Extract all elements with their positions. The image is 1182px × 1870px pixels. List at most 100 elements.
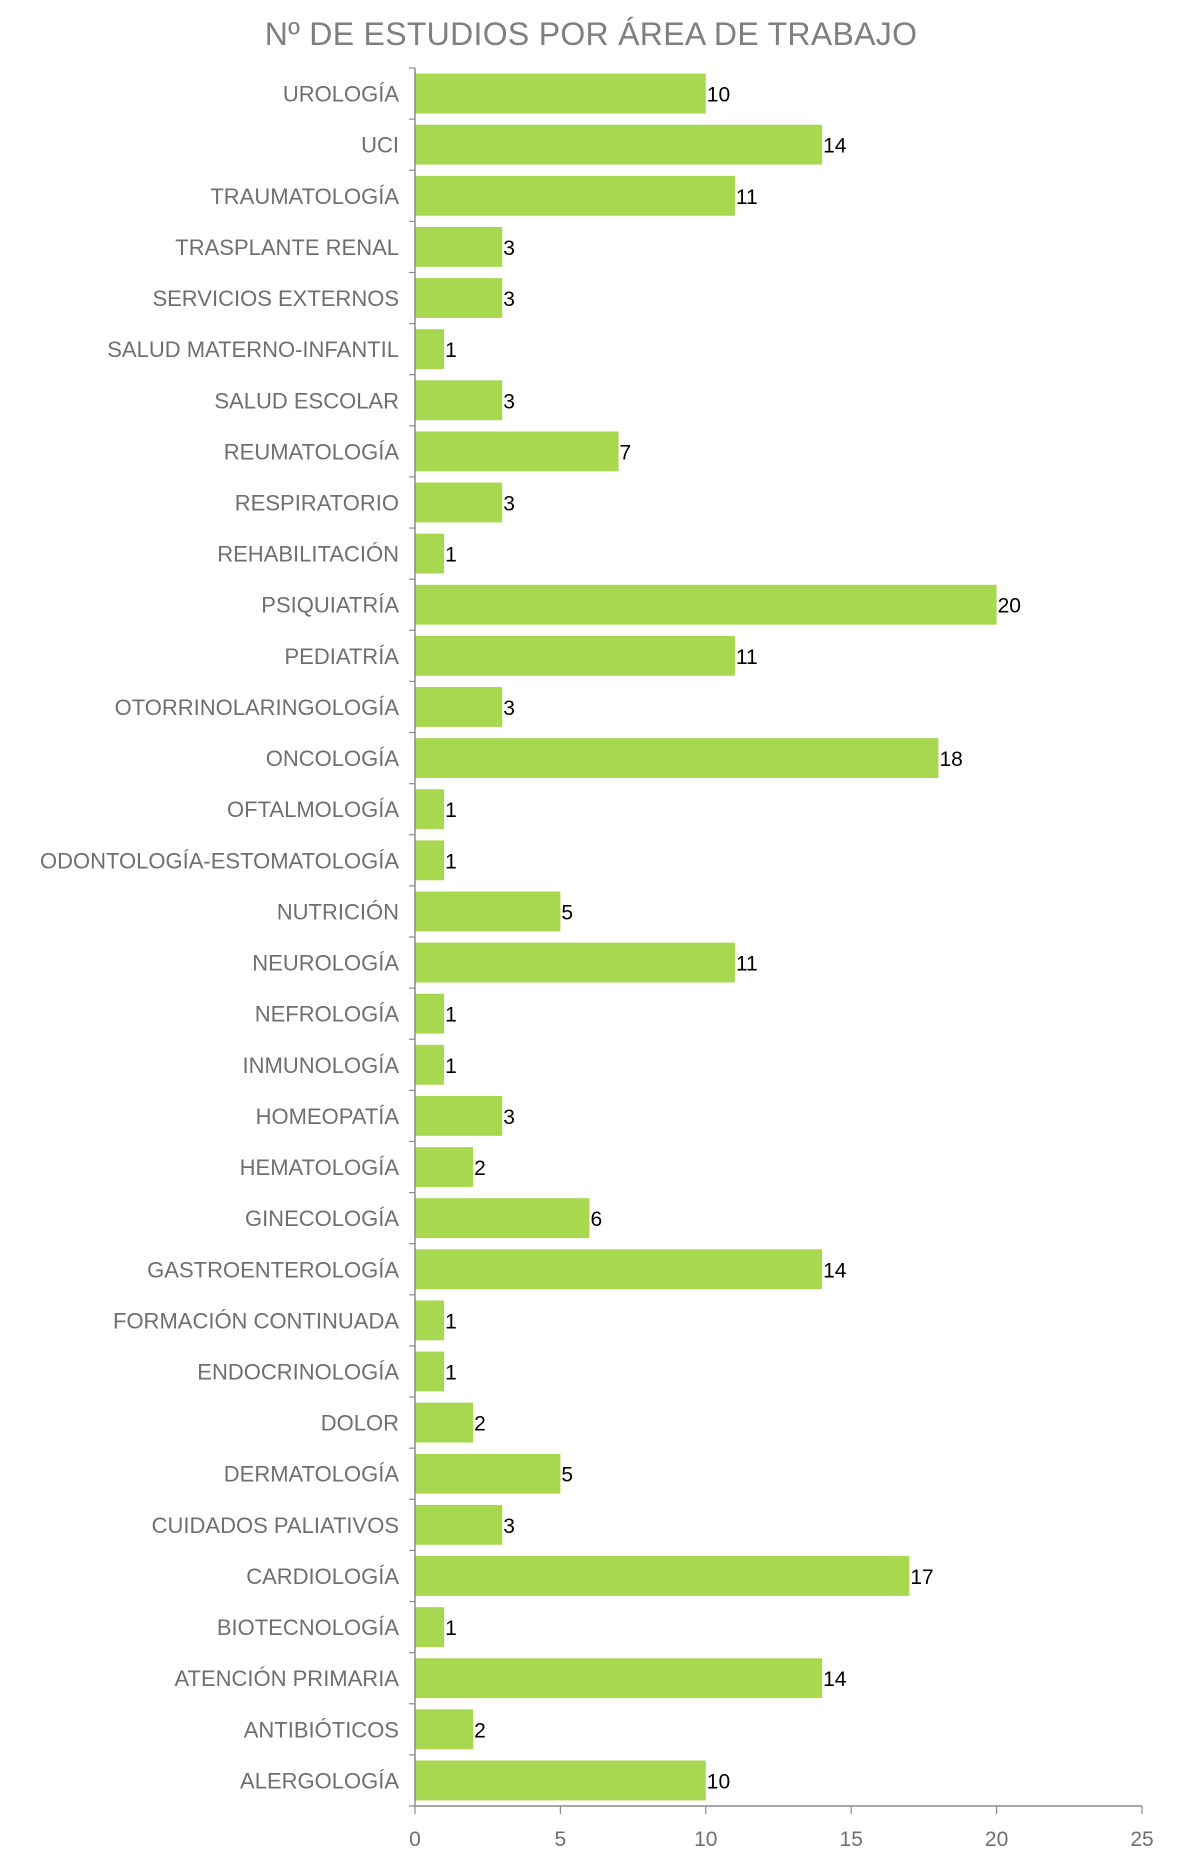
bar xyxy=(415,635,735,676)
category-label: UROLOGÍA xyxy=(283,82,399,107)
bar xyxy=(415,1147,474,1187)
data-label: 20 xyxy=(998,595,1021,618)
category-label: FORMACIÓN CONTINUADA xyxy=(113,1308,399,1333)
data-label: 11 xyxy=(736,646,758,669)
data-label: 1 xyxy=(445,1055,457,1078)
bar xyxy=(415,1760,706,1801)
data-label: 14 xyxy=(823,1259,847,1282)
data-label: 1 xyxy=(445,1310,457,1333)
chart-title: Nº DE ESTUDIOS POR ÁREA DE TRABAJO xyxy=(264,16,918,52)
bar xyxy=(415,431,619,472)
category-label: ONCOLOGÍA xyxy=(266,746,400,771)
data-label: 11 xyxy=(736,953,758,976)
bar xyxy=(415,1658,823,1699)
category-label: BIOTECNOLOGÍA xyxy=(217,1615,399,1640)
bar xyxy=(415,1402,474,1443)
data-label: 1 xyxy=(445,1004,457,1027)
bar xyxy=(415,687,503,727)
data-label: 7 xyxy=(620,441,632,464)
category-label: SALUD ESCOLAR xyxy=(214,388,399,413)
category-label: SERVICIOS EXTERNOS xyxy=(152,286,399,311)
data-label: 3 xyxy=(503,237,515,260)
x-tick-label: 0 xyxy=(409,1828,421,1851)
data-label: 10 xyxy=(707,84,730,107)
bar xyxy=(415,1607,445,1648)
category-label: HOMEOPATÍA xyxy=(256,1104,400,1129)
category-label: OFTALMOLOGÍA xyxy=(227,797,399,822)
bar xyxy=(415,73,706,114)
data-label: 14 xyxy=(823,135,847,158)
data-label: 3 xyxy=(503,288,515,311)
category-label: HEMATOLOGÍA xyxy=(240,1155,400,1180)
category-label: CUIDADOS PALIATIVOS xyxy=(152,1513,399,1538)
category-label: ALERGOLOGÍA xyxy=(240,1768,399,1793)
data-label: 14 xyxy=(823,1668,847,1691)
bar xyxy=(415,1198,590,1239)
category-label: ENDOCRINOLOGÍA xyxy=(197,1360,399,1385)
category-label: ANTIBIÓTICOS xyxy=(244,1717,399,1742)
bar xyxy=(415,482,503,523)
category-label: NEFROLOGÍA xyxy=(255,1002,400,1027)
bar xyxy=(415,993,445,1034)
bar xyxy=(415,1453,561,1494)
category-label: REHABILITACIÓN xyxy=(217,542,399,567)
data-label: 5 xyxy=(561,901,573,924)
category-label: INMUNOLOGÍA xyxy=(243,1053,400,1078)
category-label: NUTRICIÓN xyxy=(277,899,399,924)
data-label: 17 xyxy=(910,1566,933,1589)
bar xyxy=(415,1709,474,1750)
data-label: 1 xyxy=(445,544,457,567)
x-tick-label: 5 xyxy=(555,1828,567,1851)
data-label: 1 xyxy=(445,1617,457,1640)
category-label: PSIQUIATRÍA xyxy=(261,593,399,618)
category-label: ATENCIÓN PRIMARIA xyxy=(174,1666,399,1691)
category-label: GINECOLOGÍA xyxy=(245,1206,399,1231)
category-label: OTORRINOLARINGOLOGÍA xyxy=(115,695,400,720)
data-label: 3 xyxy=(503,697,515,720)
category-label: DOLOR xyxy=(321,1411,399,1436)
bar xyxy=(415,175,735,216)
bar xyxy=(415,1351,445,1392)
x-tick-label: 20 xyxy=(985,1828,1008,1851)
bar xyxy=(415,584,997,625)
category-label: DERMATOLOGÍA xyxy=(224,1462,400,1487)
bar xyxy=(415,1044,445,1085)
data-label: 2 xyxy=(474,1719,486,1742)
category-label: TRASPLANTE RENAL xyxy=(175,235,399,260)
data-label: 11 xyxy=(736,186,758,209)
bar xyxy=(415,533,445,574)
data-label: 10 xyxy=(707,1770,730,1793)
bar xyxy=(415,789,445,830)
data-label: 1 xyxy=(445,1362,457,1385)
category-label: GASTROENTEROLOGÍA xyxy=(147,1257,399,1282)
category-label: TRAUMATOLOGÍA xyxy=(210,184,399,209)
bar xyxy=(415,1556,910,1596)
data-label: 2 xyxy=(474,1157,486,1180)
data-label: 3 xyxy=(503,1106,515,1129)
category-label: RESPIRATORIO xyxy=(235,491,399,516)
bar xyxy=(415,840,445,881)
x-tick-label: 10 xyxy=(694,1828,717,1851)
data-label: 2 xyxy=(474,1413,486,1436)
data-label: 1 xyxy=(445,850,457,873)
category-label: PEDIATRÍA xyxy=(284,644,399,669)
bar xyxy=(415,380,503,421)
category-label: CARDIOLOGÍA xyxy=(246,1564,399,1589)
x-tick-label: 25 xyxy=(1130,1828,1153,1851)
bar xyxy=(415,738,939,779)
data-label: 3 xyxy=(503,390,515,413)
category-label: SALUD MATERNO-INFANTIL xyxy=(107,337,399,362)
data-label: 3 xyxy=(503,493,515,516)
category-label: REUMATOLOGÍA xyxy=(224,439,400,464)
data-label: 5 xyxy=(561,1464,573,1487)
bar xyxy=(415,1249,823,1290)
category-label: NEUROLOGÍA xyxy=(252,951,399,976)
bar xyxy=(415,891,561,932)
bar xyxy=(415,124,823,165)
category-label: UCI xyxy=(361,133,399,158)
bar xyxy=(415,329,445,370)
data-label: 1 xyxy=(445,799,457,822)
bar xyxy=(415,1504,503,1545)
